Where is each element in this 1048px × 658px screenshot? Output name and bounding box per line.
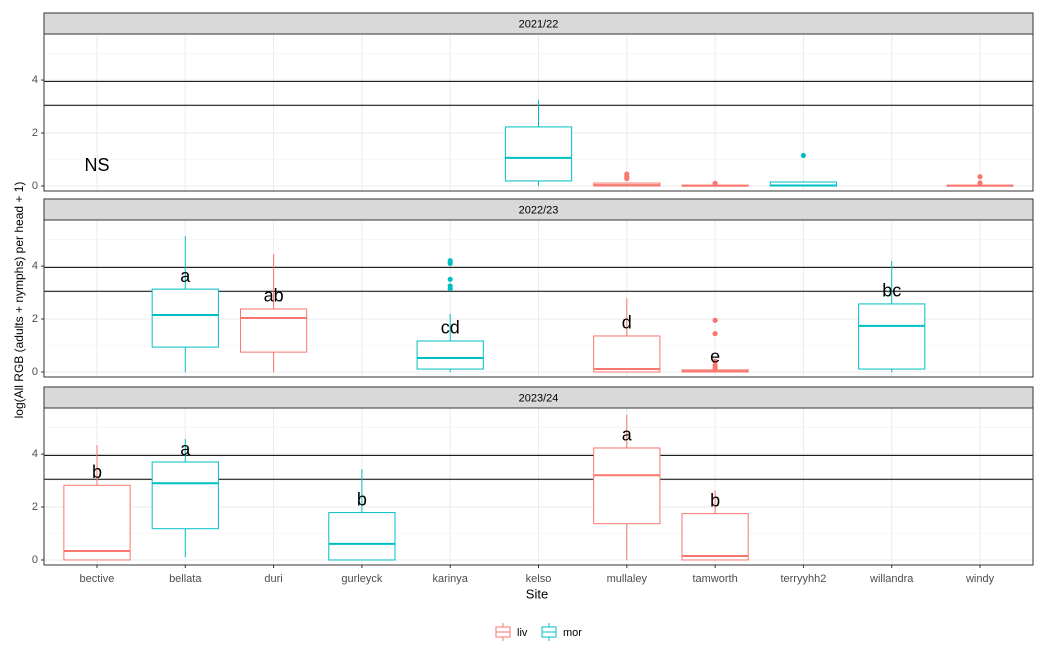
box — [239, 308, 308, 353]
box — [416, 340, 484, 370]
significance-letter: b — [92, 462, 102, 482]
panel-border — [43, 33, 1034, 192]
outlier — [624, 175, 630, 182]
y-tick-label: 2 — [32, 313, 38, 325]
box — [681, 513, 749, 561]
significance-letter: e — [710, 347, 720, 367]
outlier — [712, 317, 718, 323]
significance-letter: NS — [84, 155, 109, 175]
significance-letter: a — [180, 439, 191, 459]
legend-label: liv — [517, 627, 528, 639]
y-tick-label: 2 — [32, 501, 38, 513]
box — [858, 303, 926, 370]
box — [151, 461, 219, 530]
box — [328, 512, 396, 561]
strip-label: 2023/24 — [519, 392, 559, 404]
outlier — [977, 174, 983, 180]
x-tick-label: terryyhh2 — [780, 573, 826, 585]
x-tick-label: gurleyck — [341, 573, 382, 585]
y-tick-label: 0 — [32, 554, 38, 566]
y-tick-label: 0 — [32, 366, 38, 378]
x-tick-label: mullaley — [607, 573, 648, 585]
x-tick-label: windy — [965, 573, 995, 585]
outlier — [712, 180, 718, 186]
x-tick-label: karinya — [432, 573, 468, 585]
y-axis-label: log(All RGB (adults + nymphs) per head +… — [12, 182, 26, 419]
x-tick-label: willandra — [869, 573, 914, 585]
box — [63, 484, 131, 561]
y-tick-label: 4 — [32, 74, 38, 86]
y-tick-label: 0 — [32, 180, 38, 192]
x-tick-label: tamworth — [692, 573, 737, 585]
outlier — [800, 152, 807, 159]
strip-label: 2022/23 — [519, 204, 559, 216]
significance-letter: ab — [264, 286, 284, 306]
significance-letter: cd — [441, 318, 460, 338]
box — [504, 126, 573, 182]
box — [593, 447, 661, 525]
outlier — [447, 285, 453, 292]
outlier — [712, 365, 718, 371]
x-tick-label: bective — [80, 573, 115, 585]
box — [151, 288, 219, 348]
x-axis-label: Site — [526, 586, 548, 601]
legend-label: mor — [563, 627, 582, 639]
box — [593, 335, 661, 373]
x-tick-label: duri — [264, 573, 282, 585]
significance-letter: b — [710, 490, 720, 510]
significance-letter: a — [622, 425, 633, 445]
significance-letter: bc — [882, 281, 901, 301]
significance-letter: d — [622, 313, 632, 333]
outlier — [977, 180, 983, 186]
panel-border — [43, 219, 1034, 378]
outlier — [447, 276, 453, 282]
significance-letter: a — [180, 266, 191, 286]
y-tick-label: 4 — [32, 448, 38, 460]
outlier — [447, 260, 453, 267]
outlier — [712, 358, 718, 364]
x-tick-label: kelso — [526, 573, 552, 585]
strip-label: 2021/22 — [519, 18, 559, 30]
outlier — [712, 330, 718, 337]
significance-letter: b — [357, 489, 367, 509]
y-tick-label: 2 — [32, 127, 38, 139]
x-tick-label: bellata — [169, 573, 202, 585]
y-tick-label: 4 — [32, 260, 38, 272]
